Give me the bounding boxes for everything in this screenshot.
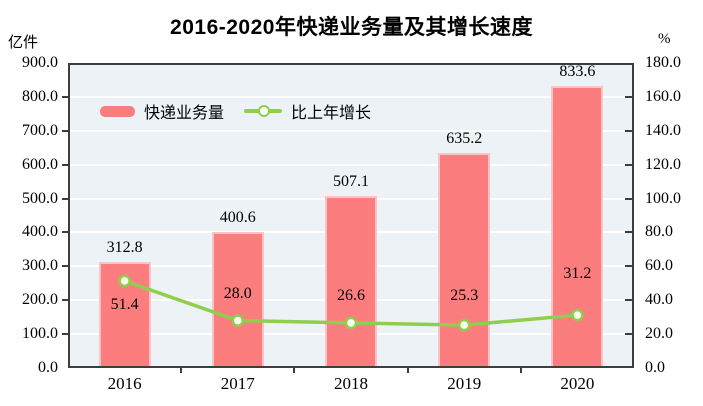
x-axis-category-label: 2018: [333, 374, 368, 393]
left-axis-tick: [62, 231, 68, 234]
legend-line-label: 比上年增长: [291, 105, 372, 122]
x-axis-category-label: 2016: [107, 374, 142, 393]
line-value-label: 25.3: [450, 287, 479, 305]
line-value-label: 31.2: [563, 265, 592, 283]
bar-2018: [325, 196, 377, 366]
left-axis-tick-label: 100.0: [22, 325, 58, 343]
x-axis-tick: [519, 368, 522, 373]
left-axis-tick-label: 700.0: [22, 121, 58, 139]
right-axis-tick: [625, 333, 632, 336]
chart-title: 2016-2020年快递业务量及其增长速度: [170, 16, 533, 39]
bar-value-label: 507.1: [333, 173, 369, 191]
right-axis-unit: %: [658, 31, 671, 47]
left-axis-tick-label: 0.0: [38, 359, 58, 376]
line-value-label: 51.4: [110, 295, 139, 313]
x-axis-category-label: 2019: [447, 374, 482, 393]
x-axis-tick: [180, 368, 183, 373]
line-value-label: 28.0: [223, 284, 252, 302]
left-axis-tick: [62, 333, 68, 336]
left-axis-tick-label: 900.0: [22, 54, 58, 71]
right-axis-tick: [625, 95, 632, 98]
left-axis-tick-label: 800.0: [22, 87, 58, 105]
right-axis-tick: [625, 129, 632, 132]
right-axis-tick-label: 60.0: [645, 257, 673, 275]
left-axis-unit: 亿件: [8, 35, 39, 51]
right-axis-tick: [625, 265, 632, 268]
left-axis-tick-label: 400.0: [22, 223, 58, 241]
right-axis-tick-label: 160.0: [645, 87, 681, 105]
plot-gridline: [70, 163, 632, 166]
left-axis-tick-label: 500.0: [22, 189, 58, 207]
x-axis-tick: [406, 368, 409, 373]
plot-gridline: [70, 95, 632, 98]
right-axis-tick-label: 120.0: [645, 155, 681, 173]
right-axis-tick-label: 180.0: [645, 54, 681, 71]
right-axis-tick-label: 100.0: [645, 189, 681, 207]
left-axis-tick-label: 300.0: [22, 257, 58, 275]
line-legend-marker-icon: [258, 105, 271, 117]
bar-value-label: 833.6: [559, 62, 596, 80]
x-axis-tick: [293, 368, 296, 373]
right-axis-tick: [625, 197, 632, 200]
left-axis-tick: [62, 265, 68, 268]
bar-value-label: 312.8: [106, 238, 143, 256]
left-axis-tick: [62, 95, 68, 98]
bar-series-legend-swatch: [100, 105, 135, 117]
bar-2019: [438, 152, 491, 366]
line-series-legend-swatch: [244, 105, 283, 117]
left-axis-tick: [62, 299, 68, 302]
x-axis-category-label: 2020: [560, 374, 595, 393]
left-axis-tick: [62, 163, 68, 166]
left-axis-tick: [62, 197, 68, 200]
left-axis-tick-label: 600.0: [22, 155, 58, 173]
bar-value-label: 635.2: [446, 129, 483, 147]
left-axis-tick-label: 200.0: [22, 291, 58, 309]
left-axis-tick: [62, 129, 68, 132]
right-axis-tick-label: 20.0: [645, 325, 673, 343]
bar-value-label: 400.6: [219, 209, 256, 227]
x-axis-category-label: 2017: [220, 374, 255, 393]
legend: 快递业务量 比上年增长: [100, 99, 371, 123]
right-axis-tick-label: 0.0: [645, 359, 665, 376]
right-axis-tick-label: 140.0: [645, 121, 681, 139]
right-axis-tick-label: 80.0: [645, 223, 673, 241]
right-axis-tick: [625, 299, 632, 302]
right-axis-tick-label: 40.0: [645, 291, 673, 309]
legend-bar-label: 快递业务量: [144, 105, 225, 122]
line-value-label: 26.6: [337, 286, 365, 304]
right-axis-tick: [625, 163, 632, 166]
plot-gridline: [70, 129, 632, 132]
bar-2020: [551, 85, 604, 366]
right-axis-tick: [625, 231, 632, 234]
